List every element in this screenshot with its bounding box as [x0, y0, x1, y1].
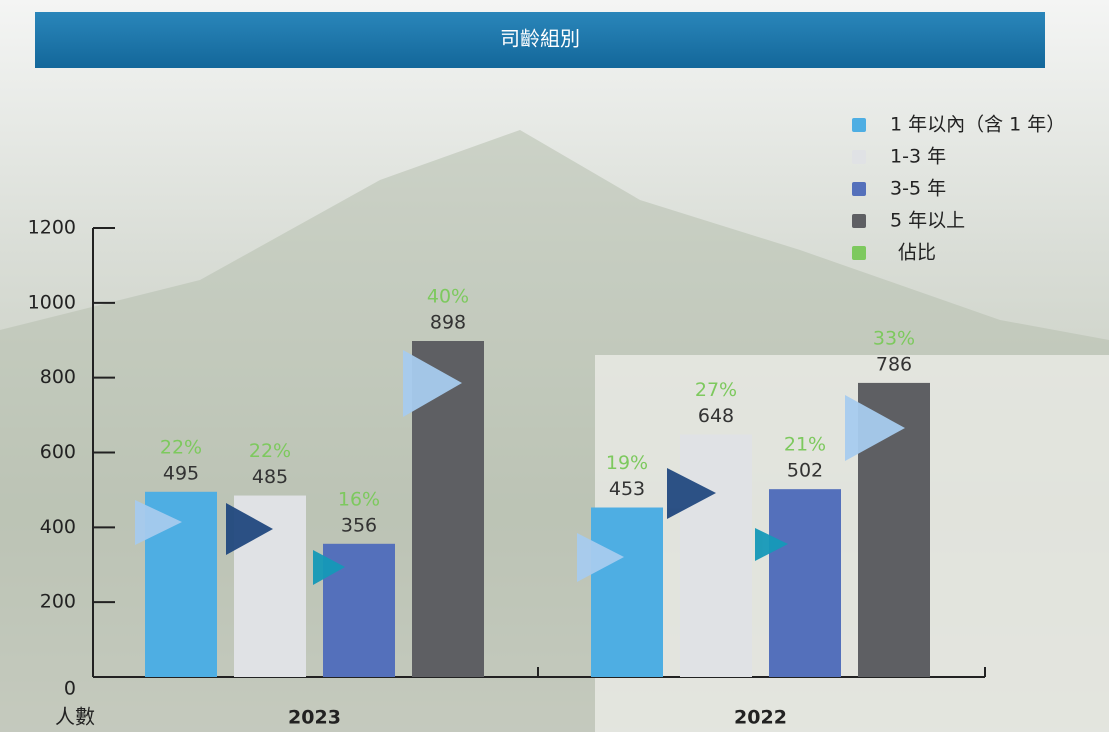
share-label: 22% — [160, 436, 202, 458]
x-tick-label: 2022 — [734, 707, 787, 729]
y-tick-label: 200 — [40, 591, 76, 613]
share-label: 33% — [873, 327, 915, 349]
bar — [680, 435, 752, 677]
legend-marker — [852, 182, 866, 196]
y-tick-label: 0 — [64, 678, 76, 700]
bar — [591, 508, 663, 677]
share-label: 22% — [249, 440, 291, 462]
value-label: 502 — [787, 460, 823, 482]
chart: 司齡組別 人數 0 200 400 600 800 1000 1200 2023 495 22% 4… — [0, 0, 1109, 732]
value-label: 786 — [876, 353, 912, 375]
page: {"chart_data": {"type": "bar", "title": … — [0, 0, 1109, 732]
value-label: 485 — [252, 466, 288, 488]
share-label: 19% — [606, 452, 648, 474]
legend-marker — [852, 150, 866, 164]
legend-label: 3-5 年 — [890, 178, 946, 200]
y-tick-label: 600 — [40, 441, 76, 463]
share-label: 27% — [695, 379, 737, 401]
value-label: 356 — [341, 514, 377, 536]
value-label: 495 — [163, 462, 199, 484]
y-tick-label: 800 — [40, 366, 76, 388]
chart-title: 司齡組別 — [500, 27, 580, 51]
y-axis-label: 人數 — [55, 705, 95, 729]
share-label: 21% — [784, 434, 826, 456]
value-label: 648 — [698, 405, 734, 427]
legend-label: 佔比 — [898, 242, 936, 264]
share-label: 16% — [338, 488, 380, 510]
legend-label: 5 年以上 — [890, 210, 965, 232]
y-tick-label: 1200 — [28, 217, 76, 239]
share-label: 40% — [427, 285, 469, 307]
value-label: 453 — [609, 478, 645, 500]
legend-label: 1 年以內（含 1 年） — [890, 114, 1065, 136]
legend-label: 1-3 年 — [890, 146, 946, 168]
y-tick-label: 400 — [40, 516, 76, 538]
legend-marker — [852, 214, 866, 228]
legend-marker — [852, 246, 866, 260]
bar — [769, 489, 841, 677]
x-tick-label: 2023 — [288, 707, 341, 729]
y-tick-label: 1000 — [28, 291, 76, 313]
legend-marker — [852, 118, 866, 132]
value-label: 898 — [430, 311, 466, 333]
